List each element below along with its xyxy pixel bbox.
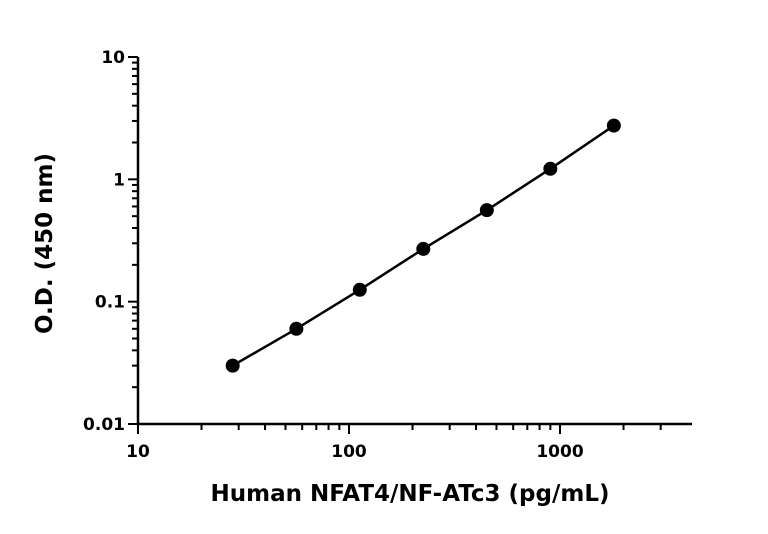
data-point [225,358,240,373]
data-point [606,118,621,133]
y-axis-title: O.D. (450 nm) [32,153,58,334]
axes [136,57,692,426]
x-tick-label: 10 [126,442,150,462]
y-tick-label: 10 [101,48,125,68]
tick-marks [128,56,662,434]
y-tick-label: 0.01 [83,415,125,435]
data-point [416,241,431,256]
data-point [289,321,304,336]
y-tick-label: 1 [113,170,125,190]
x-tick-label: 1000 [536,442,583,462]
tick-labels: 10 100 1000 0.01 0.1 1 10 [83,48,584,462]
data-point [479,203,494,218]
x-tick-label: 100 [331,442,367,462]
data-points [225,118,621,373]
x-axis-title: Human NFAT4/NF-ATc3 (pg/mL) [211,481,610,507]
y-tick-label: 0.1 [95,293,125,313]
data-point [352,282,367,297]
data-point [543,161,558,176]
